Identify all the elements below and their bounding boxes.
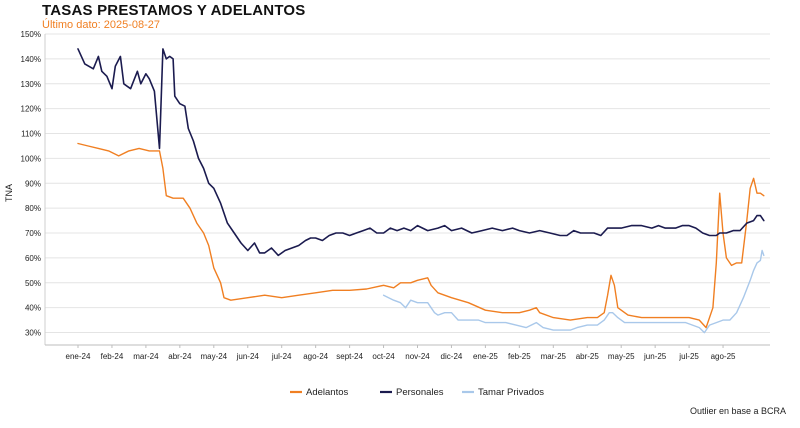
x-tick-label: sept-24 <box>336 352 363 361</box>
x-tick-label: ago-24 <box>303 352 328 361</box>
y-tick-label: 150% <box>21 30 41 39</box>
chart-title: TASAS PRESTAMOS Y ADELANTOS <box>42 2 306 19</box>
y-tick-label: 130% <box>21 80 41 89</box>
x-tick-label: nov-24 <box>405 352 430 361</box>
series-line-adelantos <box>77 142 765 329</box>
x-tick-label: may-24 <box>200 352 227 361</box>
x-tick-label: ene-25 <box>473 352 498 361</box>
x-tick-label: jul-24 <box>271 352 292 361</box>
legend: Adelantos Personales Tamar Privados <box>290 387 544 398</box>
y-tick-label: 80% <box>25 204 41 213</box>
legend-label-tamar: Tamar Privados <box>478 387 544 398</box>
y-tick-label: 50% <box>25 279 41 288</box>
gridlines <box>44 33 770 346</box>
x-tick-label: ene-24 <box>66 352 91 361</box>
x-tick-label: feb-24 <box>101 352 124 361</box>
y-tick-label: 140% <box>21 55 41 64</box>
x-tick-label: jun-25 <box>643 352 667 361</box>
x-tick-label: abr-25 <box>576 352 600 361</box>
y-tick-label: 70% <box>25 229 41 238</box>
legend-label-adelantos: Adelantos <box>306 387 349 398</box>
x-tick-label: may-25 <box>608 352 635 361</box>
x-tick-label: mar-25 <box>541 352 567 361</box>
x-tick-label: abr-24 <box>168 352 192 361</box>
series-lines <box>77 48 765 334</box>
y-tick-label: 60% <box>25 254 41 263</box>
y-tick-label: 90% <box>25 179 41 188</box>
y-tick-label: 110% <box>21 130 41 139</box>
x-tick-label: jun-24 <box>236 352 260 361</box>
source-note: Outlier en base a BCRA <box>689 406 786 416</box>
series-line-personales <box>77 48 765 257</box>
x-tick-label: dic-24 <box>441 352 463 361</box>
y-tick-label: 40% <box>25 304 41 313</box>
y-tick-label: 30% <box>25 329 41 338</box>
legend-label-personales: Personales <box>396 387 444 398</box>
x-tick-label: jul-25 <box>678 352 699 361</box>
x-tick-label: oct-24 <box>372 352 395 361</box>
y-axis: 30% 40% 50% 60% 70% 80% 90% 100% 110% 120% 130% 140… <box>21 30 41 338</box>
y-tick-label: 120% <box>21 105 41 114</box>
chart-subtitle: Último dato: 2025-08-27 <box>42 19 161 31</box>
x-tick-label: mar-24 <box>133 352 159 361</box>
series-line-tamar <box>382 249 765 334</box>
y-axis-label: TNA <box>4 184 14 202</box>
y-tick-label: 100% <box>21 154 41 163</box>
x-axis: ene-24 feb-24 mar-24 abr-24 may-24 jun-24 jul-… <box>66 345 736 361</box>
x-tick-label: ago-25 <box>711 352 736 361</box>
x-tick-label: feb-25 <box>508 352 531 361</box>
